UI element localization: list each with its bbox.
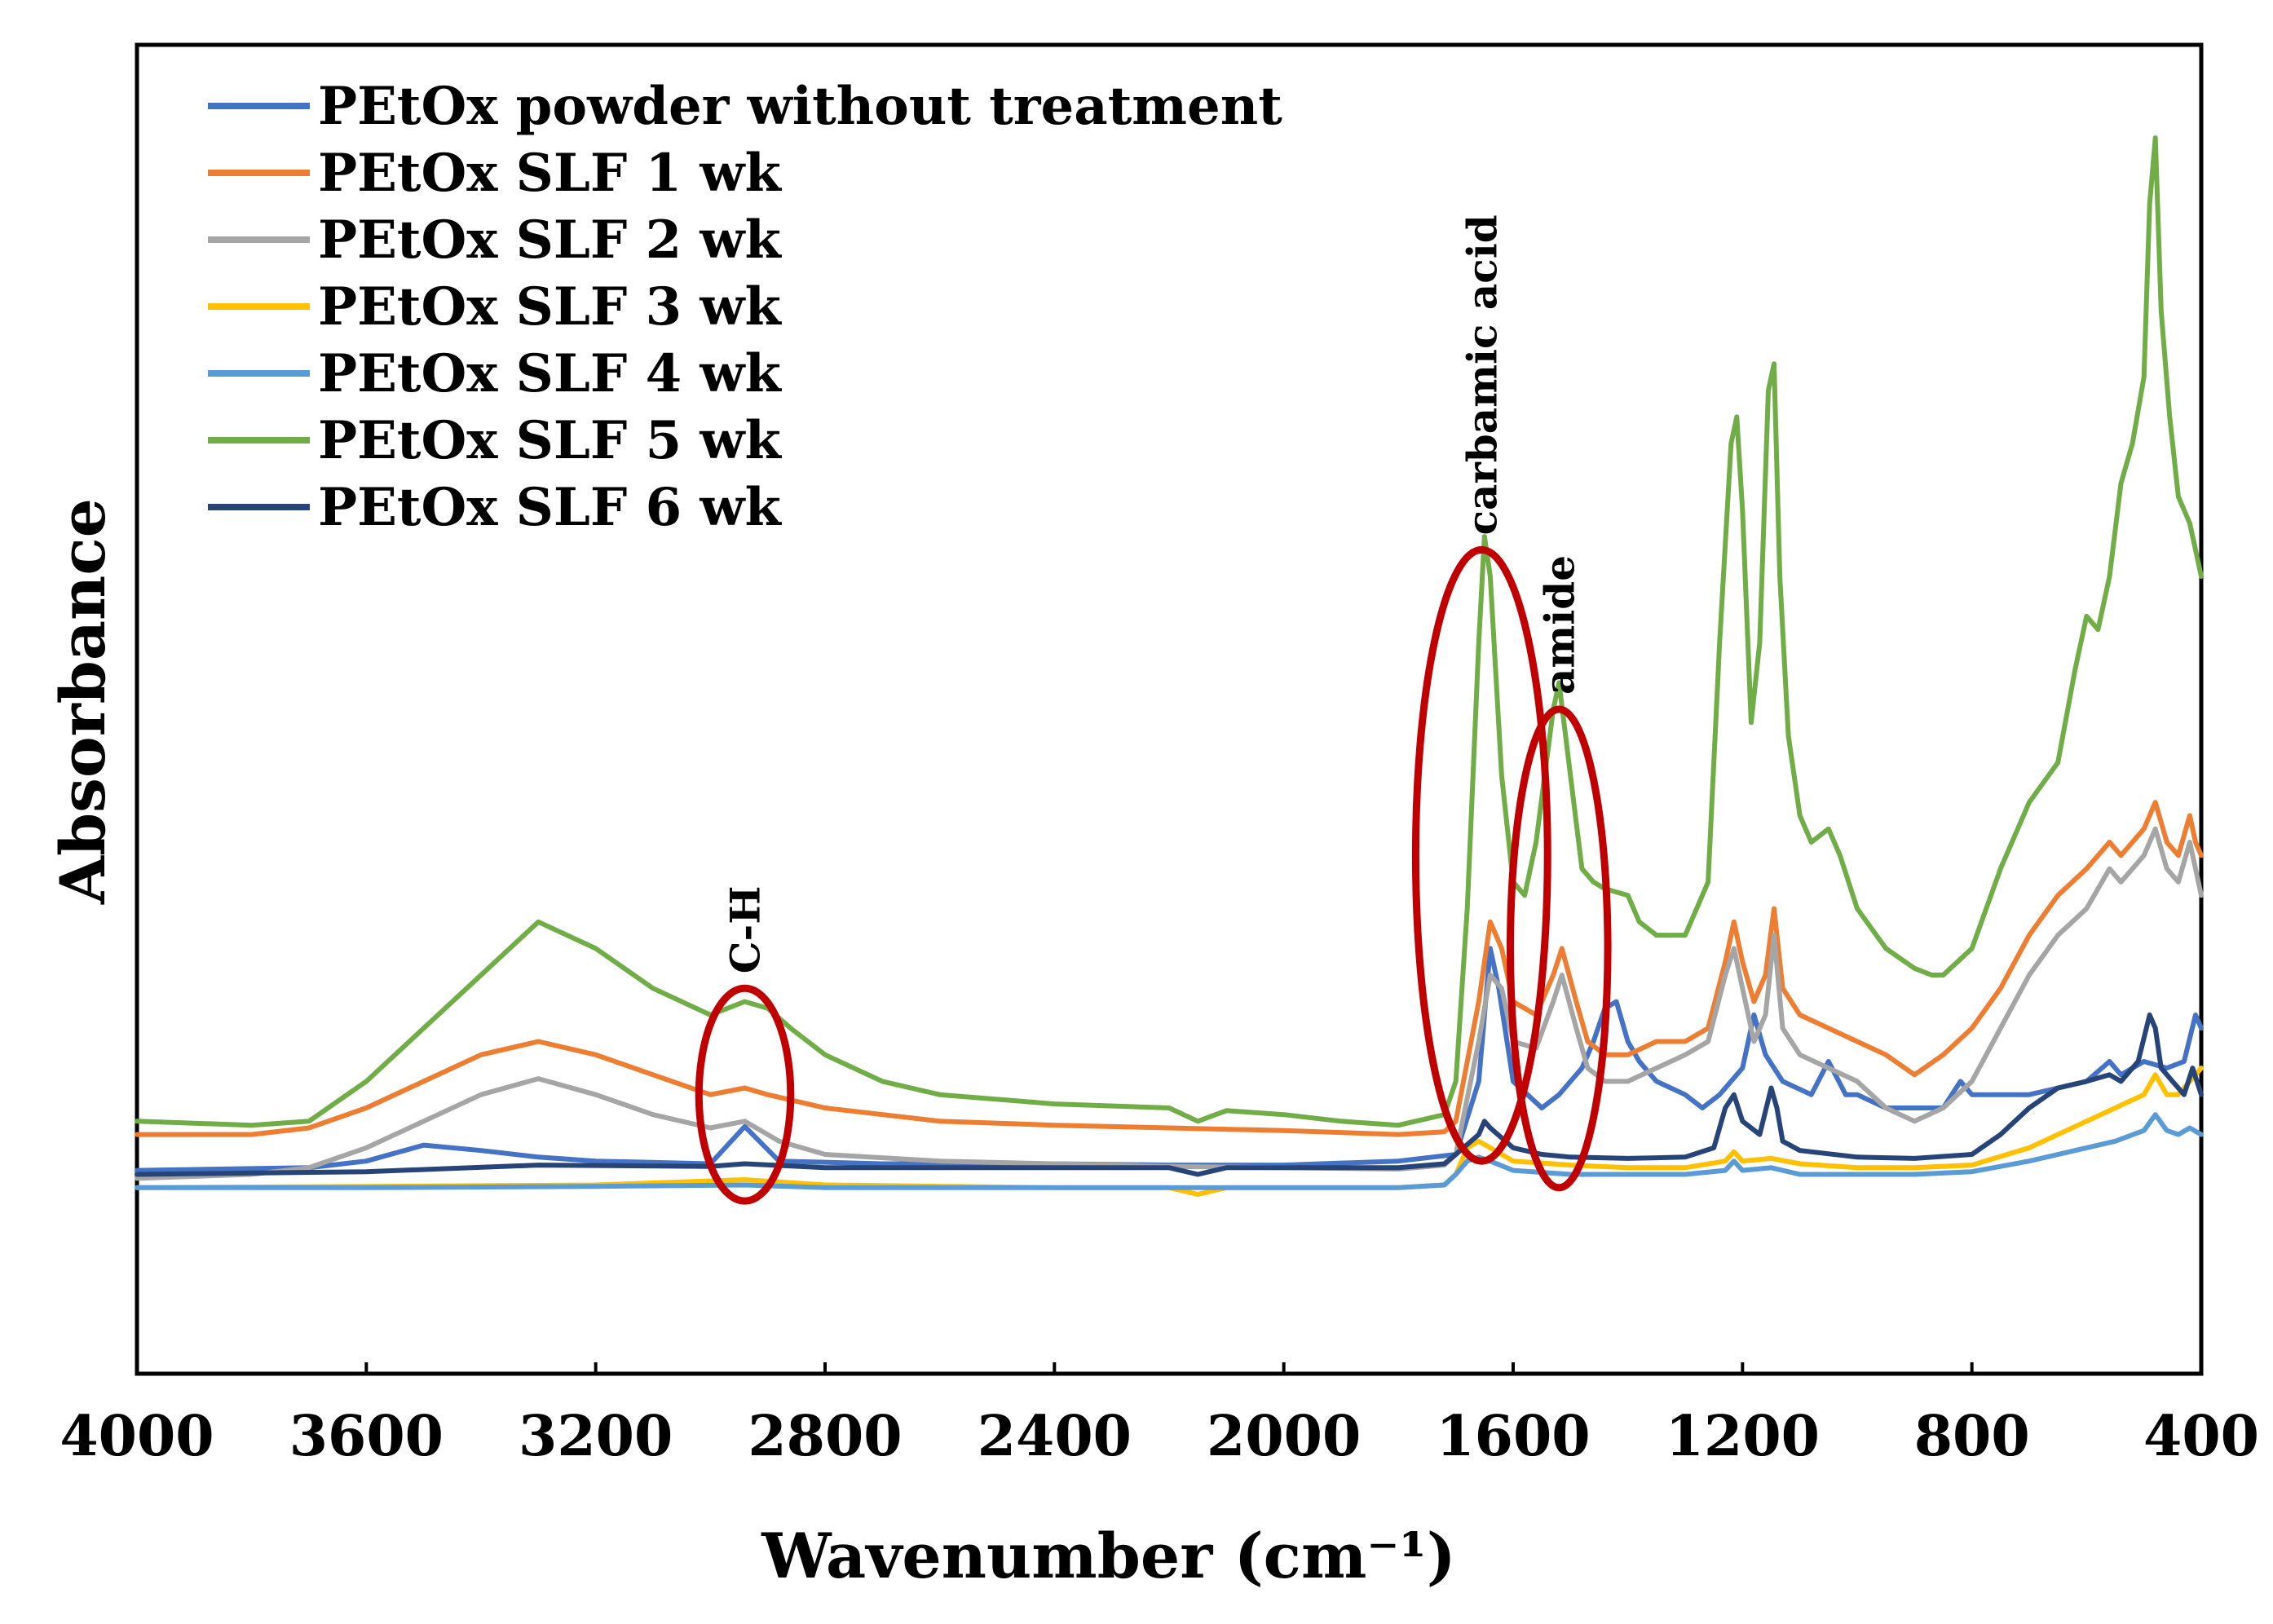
annotation-layer: C-H carbamic acid amide (695, 214, 1612, 1205)
x-tick-label: 400 (2143, 1404, 2259, 1469)
series-line-6 (135, 1012, 2204, 1177)
x-tick-label: 2400 (978, 1404, 1132, 1469)
x-tick-label: 2800 (748, 1404, 902, 1469)
legend-label-6: PEtOx SLF 6 wk (318, 477, 783, 538)
annotation-label-2: amide (1535, 555, 1583, 695)
x-tick-label: 3200 (519, 1404, 673, 1469)
series-line-1 (135, 800, 2204, 1137)
annotation-label-0: C-H (722, 886, 770, 974)
x-tick-label: 800 (1914, 1404, 2030, 1469)
legend-label-4: PEtOx SLF 4 wk (318, 343, 783, 404)
series-line-4 (135, 1112, 2204, 1190)
series-line-2 (135, 826, 2204, 1181)
legend-label-5: PEtOx SLF 5 wk (318, 410, 783, 471)
x-tick-label: 1200 (1666, 1404, 1820, 1469)
x-axis: 4000 3600 3200 2800 2400 2000 1600 1200 800 400 (60, 1362, 2259, 1469)
x-tick-label: 4000 (60, 1404, 214, 1469)
series-layer (135, 135, 2204, 1197)
legend-label-2: PEtOx SLF 2 wk (318, 210, 783, 271)
annotation-ellipse-0 (695, 984, 795, 1205)
x-axis-title: Wavenumber (cm⁻¹) (761, 1520, 1455, 1592)
x-tick-label: 1600 (1436, 1404, 1590, 1469)
x-tick-label: 2000 (1207, 1404, 1361, 1469)
y-axis-title: Absorbance (46, 498, 119, 905)
annotation-ellipse-2 (1506, 705, 1612, 1192)
annotation-label-1: carbamic acid (1458, 214, 1506, 535)
legend-label-0: PEtOx powder without treatment (318, 76, 1282, 137)
x-tick-label: 3600 (289, 1404, 444, 1469)
legend-label-1: PEtOx SLF 1 wk (318, 143, 783, 204)
series-line-5 (135, 135, 2204, 1128)
legend-label-3: PEtOx SLF 3 wk (318, 276, 783, 338)
annotation-ellipse-1 (1411, 545, 1551, 1165)
